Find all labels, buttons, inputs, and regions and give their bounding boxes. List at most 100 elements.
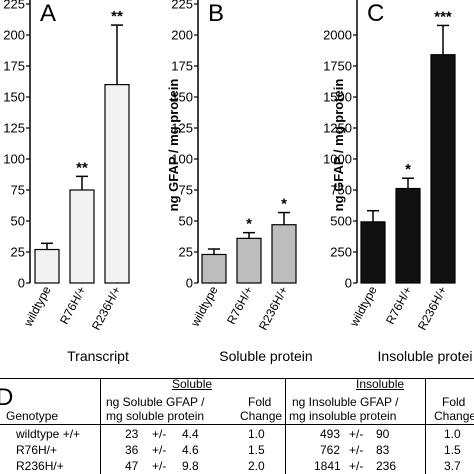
panel-c-x-axis-label: Insoluble protei xyxy=(378,348,473,364)
table-group-soluble: Soluble xyxy=(172,377,213,391)
panel-a-x-axis-label: Transcript xyxy=(67,348,129,364)
panel-a-ytick-label-0: 0 xyxy=(18,276,25,291)
table-row-1-ins-err: 90 xyxy=(376,427,390,441)
panel-b-ytick-label-1: 25 xyxy=(179,245,193,260)
table-row-1-sol: 23 xyxy=(125,427,139,441)
table-row-2-ins-err: 83 xyxy=(376,443,390,457)
panel-a-category-label-1: R76H/+ xyxy=(57,284,89,327)
table-header-fold-line1: Fold xyxy=(248,395,272,409)
table-row-2-genotype: R76H/+ xyxy=(16,443,58,457)
panel-b-ytick-label-8: 200 xyxy=(171,28,193,43)
table-header-rule xyxy=(0,424,474,425)
panel-a-bar-2 xyxy=(104,83,130,284)
table-row-3-pm2: +/- xyxy=(349,459,364,473)
table-top-rule xyxy=(0,378,474,379)
panel-c-ytick-label-0: 0 xyxy=(345,276,352,291)
panel-a-bar-1 xyxy=(69,189,95,284)
table-row-3-ins: 1841 xyxy=(314,459,341,473)
panel-a-ytick-label-9: 225 xyxy=(3,0,25,12)
table-row-2-ins: 762 xyxy=(320,443,341,457)
panel-label-d: D xyxy=(0,384,14,411)
panel-c-ytick-label-2: 500 xyxy=(330,214,352,229)
panel-b-category-label-2: R236H/+ xyxy=(256,284,291,333)
table-header-insol-line1: ng Insoluble GFAP / xyxy=(292,395,399,409)
panel-a-ytick-label-7: 175 xyxy=(3,59,25,74)
panel-b-x-axis-label: Soluble protein xyxy=(219,348,312,364)
panel-c-y-axis-label: ng GFAP / mg protein xyxy=(331,79,346,212)
panel-c-panel-label: C xyxy=(367,0,384,27)
panel-a-ytick-label-4: 100 xyxy=(3,152,25,167)
panel-c-ytick-label-6: 1500 xyxy=(323,90,352,105)
table-header-sol-line2: mg soluble protein xyxy=(106,409,205,423)
table-row-3-sol: 47 xyxy=(125,459,139,473)
panel-c-ytick-label-1: 250 xyxy=(330,245,352,260)
panel-c-category-label-1: R76H/+ xyxy=(383,284,415,327)
panel-c-sig-1: * xyxy=(405,161,411,178)
table-row-3-pm1: +/- xyxy=(152,459,167,473)
panel-b-bar-0 xyxy=(201,253,227,284)
panel-a-ytick-label-2: 50 xyxy=(11,214,25,229)
table-divider-3 xyxy=(425,378,426,474)
table-row-1-sol-fold: 1.0 xyxy=(248,427,265,441)
panel-c-bar-0 xyxy=(360,221,386,284)
panel-c-ytick-label-3: 750 xyxy=(330,183,352,198)
panel-b-ytick-label-9: 225 xyxy=(171,0,193,12)
table-row-2-sol-fold: 1.5 xyxy=(248,443,265,457)
table-row-1-genotype: wildtype +/+ xyxy=(16,427,81,441)
panel-a-sig-2: ** xyxy=(111,8,123,25)
panel-b-ytick-label-4: 100 xyxy=(171,152,193,167)
panel-b-ytick-label-0: 0 xyxy=(186,276,193,291)
table-row-3-genotype: R236H/+ xyxy=(16,459,64,473)
table-row-2-sol-err: 4.6 xyxy=(182,443,199,457)
panel-a-bar-0 xyxy=(34,248,60,284)
table-row-1-pm2: +/- xyxy=(349,427,364,441)
table-row-3-ins-err: 236 xyxy=(376,459,397,473)
table-group-insoluble: Insoluble xyxy=(356,377,405,391)
table-header-sol-line1: ng Soluble GFAP / xyxy=(106,395,205,409)
table-row-1-ins-fold: 1.0 xyxy=(444,427,461,441)
panel-b-ytick-label-3: 75 xyxy=(179,183,193,198)
panel-b-y-axis-label: ng GFAP / mg protein xyxy=(166,79,181,212)
table-row-3-sol-fold: 2.0 xyxy=(248,459,265,473)
table-row-1-ins: 493 xyxy=(320,427,341,441)
panel-a-sig-1: ** xyxy=(76,159,88,176)
panel-c-ytick-label-4: 1000 xyxy=(323,152,352,167)
table-row-2-sol: 36 xyxy=(125,443,139,457)
panel-a-panel-label: A xyxy=(40,0,56,27)
table-row-3-sol-err: 9.8 xyxy=(182,459,199,473)
panel-b-ytick-label-2: 50 xyxy=(179,214,193,229)
panel-c-bar-1 xyxy=(395,187,421,284)
panel-c-ytick-label-8: 2000 xyxy=(323,28,352,43)
table-divider-1 xyxy=(100,378,101,474)
panel-b-ytick-label-6: 150 xyxy=(171,90,193,105)
panel-c-ytick-label-5: 1250 xyxy=(323,121,352,136)
table-header-fold-line2: Change xyxy=(240,409,283,423)
panel-c-ytick-label-7: 1750 xyxy=(323,59,352,74)
table-row-1-sol-err: 4.4 xyxy=(182,427,199,441)
table-divider-2 xyxy=(285,378,286,474)
panel-b-ytick-label-5: 125 xyxy=(171,121,193,136)
table-header-genotype: Genotype xyxy=(6,409,59,423)
panel-c-category-label-2: R236H/+ xyxy=(415,284,450,333)
panel-b-bar-1 xyxy=(236,237,262,284)
table-header-insol-line2: mg insoluble protein xyxy=(289,409,397,423)
panel-a-ytick-label-8: 200 xyxy=(3,28,25,43)
table-header-fold2-line1: Fold xyxy=(442,395,466,409)
table-row-2-pm1: +/- xyxy=(152,443,167,457)
table-row-3-ins-fold: 3.7 xyxy=(444,459,461,473)
panel-a-ytick-label-1: 25 xyxy=(11,245,25,260)
panel-b-panel-label: B xyxy=(208,0,224,27)
panel-a-category-label-0: wildtype xyxy=(20,284,53,330)
table-row-2-ins-fold: 1.5 xyxy=(444,443,461,457)
panel-b-bar-2 xyxy=(271,224,297,284)
panel-a-category-label-2: R236H/+ xyxy=(89,284,124,333)
panel-a-ytick-label-3: 75 xyxy=(11,183,25,198)
panel-c-sig-2: *** xyxy=(434,8,452,25)
table-row-1-pm1: +/- xyxy=(152,427,167,441)
panel-a-ytick-label-6: 150 xyxy=(3,90,25,105)
panel-c-bar-2 xyxy=(430,54,456,284)
panel-b-sig-1: * xyxy=(246,216,252,233)
panel-b-category-label-1: R76H/+ xyxy=(224,284,256,327)
panel-a-ytick-label-5: 125 xyxy=(3,121,25,136)
